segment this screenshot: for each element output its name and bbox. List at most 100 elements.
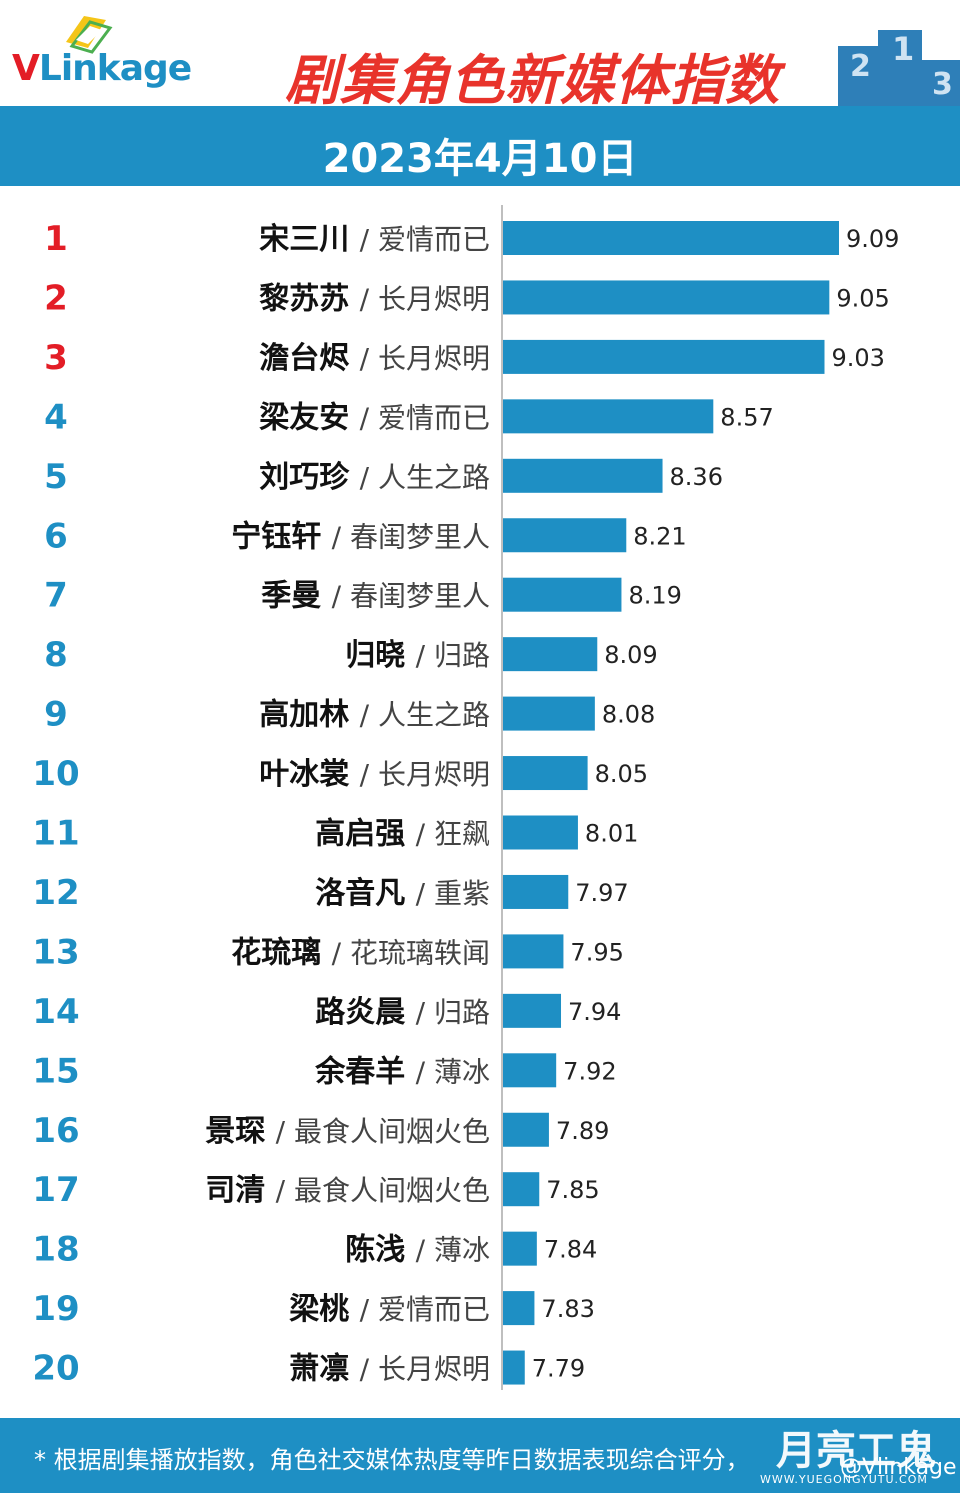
value-label: 7.97	[575, 879, 628, 907]
rank-label: 18	[32, 1230, 79, 1270]
drama-name: / 春闺梦里人	[332, 580, 490, 613]
character-name: 黎苏苏	[259, 281, 359, 316]
row-label: 黎苏苏 / 长月烬明	[259, 281, 490, 316]
value-label: 8.19	[628, 582, 681, 610]
drama-name: / 人生之路	[360, 461, 490, 494]
value-label: 7.89	[556, 1117, 609, 1145]
watermark-url: WWW.YUEGONGYUTU.COM	[760, 1473, 928, 1486]
podium-3: 3	[932, 67, 953, 102]
value-label: 8.57	[720, 403, 773, 431]
row-label: 高启强 / 狂飙	[315, 817, 490, 852]
value-label: 7.79	[532, 1355, 585, 1383]
value-label: 7.84	[544, 1236, 597, 1264]
row-label: 路炎晨 / 归路	[315, 995, 490, 1030]
drama-name: / 归路	[416, 996, 490, 1029]
data-bar	[503, 874, 569, 909]
value-label: 9.05	[836, 284, 889, 312]
row-label: 高加林 / 人生之路	[259, 698, 490, 733]
character-name: 洛音凡	[315, 876, 415, 911]
drama-name: / 长月烬明	[360, 282, 490, 315]
row-label: 归晓 / 归路	[345, 638, 490, 673]
row-label: 宋三川 / 爱情而已	[259, 222, 490, 257]
character-name: 叶冰裳	[259, 757, 359, 792]
data-bar	[503, 1112, 549, 1147]
podium-1: 1	[892, 30, 914, 68]
value-label: 7.85	[546, 1176, 599, 1204]
watermark-text: 月亮工鬼	[776, 1428, 936, 1474]
character-name: 宋三川	[259, 222, 359, 257]
data-bar	[503, 934, 564, 969]
character-name: 路炎晨	[315, 995, 415, 1030]
date-label: 2023年4月10日	[322, 136, 638, 182]
data-bar	[503, 1053, 557, 1088]
logo-text: VLinkage	[12, 48, 192, 89]
value-label: 7.94	[568, 998, 621, 1026]
row-label: 宁钰轩 / 春闺梦里人	[231, 519, 490, 554]
data-bar	[503, 280, 830, 315]
logo-text-rest: Linkage	[38, 48, 192, 89]
rank-label: 12	[32, 873, 79, 913]
value-label: 8.09	[604, 641, 657, 669]
value-label: 7.83	[541, 1295, 594, 1323]
chart-axis-line	[501, 205, 503, 1390]
rank-label: 3	[44, 338, 68, 378]
character-name: 高启强	[315, 817, 415, 852]
row-label: 刘巧珍 / 人生之路	[259, 460, 490, 495]
value-label: 7.95	[570, 938, 623, 966]
rank-label: 9	[44, 695, 68, 735]
drama-name: / 长月烬明	[360, 758, 490, 791]
logo-mark-icon	[66, 16, 113, 54]
value-label: 8.36	[670, 463, 723, 491]
character-name: 萧凛	[289, 1352, 359, 1387]
value-label: 8.21	[633, 522, 686, 550]
rank-label: 8	[44, 635, 68, 675]
character-name: 景琛	[205, 1114, 275, 1149]
row-label: 澹台烬 / 长月烬明	[259, 341, 490, 376]
value-label: 8.08	[602, 701, 655, 729]
rank-label: 19	[32, 1289, 79, 1329]
data-bar	[503, 518, 627, 553]
row-label: 司清 / 最食人间烟火色	[205, 1173, 490, 1208]
character-name: 司清	[205, 1173, 275, 1208]
data-bar	[503, 1231, 537, 1266]
data-bar	[503, 1291, 535, 1326]
data-bar	[503, 696, 595, 731]
drama-name: / 爱情而已	[360, 1293, 490, 1326]
character-name: 花琉璃	[231, 935, 331, 970]
character-name: 季曼	[261, 579, 331, 614]
data-bar	[503, 458, 663, 493]
data-bar	[503, 815, 578, 850]
drama-name: / 重紫	[416, 877, 490, 910]
watermark-handle: @Vlinkage	[840, 1455, 957, 1480]
data-bar	[503, 399, 714, 434]
drama-name: / 爱情而已	[360, 401, 490, 434]
rank-label: 1	[44, 219, 68, 259]
rank-label: 7	[44, 576, 68, 616]
character-name: 梁友安	[259, 400, 359, 435]
rank-label: 14	[32, 992, 79, 1032]
rank-label: 15	[32, 1051, 79, 1091]
drama-name: / 春闺梦里人	[332, 520, 490, 553]
drama-name: / 长月烬明	[360, 1353, 490, 1386]
drama-name: / 长月烬明	[360, 342, 490, 375]
rank-label: 20	[32, 1349, 79, 1389]
row-label: 叶冰裳 / 长月烬明	[259, 757, 490, 792]
data-bar	[503, 221, 839, 255]
drama-name: / 人生之路	[360, 699, 490, 732]
rank-label: 4	[44, 397, 68, 437]
drama-name: / 薄冰	[416, 1055, 490, 1088]
footer-note: * 根据剧集播放指数，角色社交媒体热度等昨日数据表现综合评分，	[34, 1446, 750, 1474]
data-bar	[503, 339, 825, 374]
row-label: 洛音凡 / 重紫	[315, 876, 490, 911]
drama-name: / 归路	[416, 639, 490, 672]
value-label: 8.05	[595, 760, 648, 788]
page-title: 剧集角色新媒体指数	[285, 49, 780, 112]
drama-name: / 爱情而已	[360, 223, 490, 256]
character-name: 宁钰轩	[231, 519, 331, 554]
data-bar	[503, 1172, 540, 1207]
character-name: 余春羊	[314, 1054, 415, 1089]
data-bar	[503, 1350, 525, 1385]
rank-label: 13	[32, 932, 79, 972]
row-label: 梁友安 / 爱情而已	[259, 400, 490, 435]
footer-banner	[0, 1418, 960, 1493]
